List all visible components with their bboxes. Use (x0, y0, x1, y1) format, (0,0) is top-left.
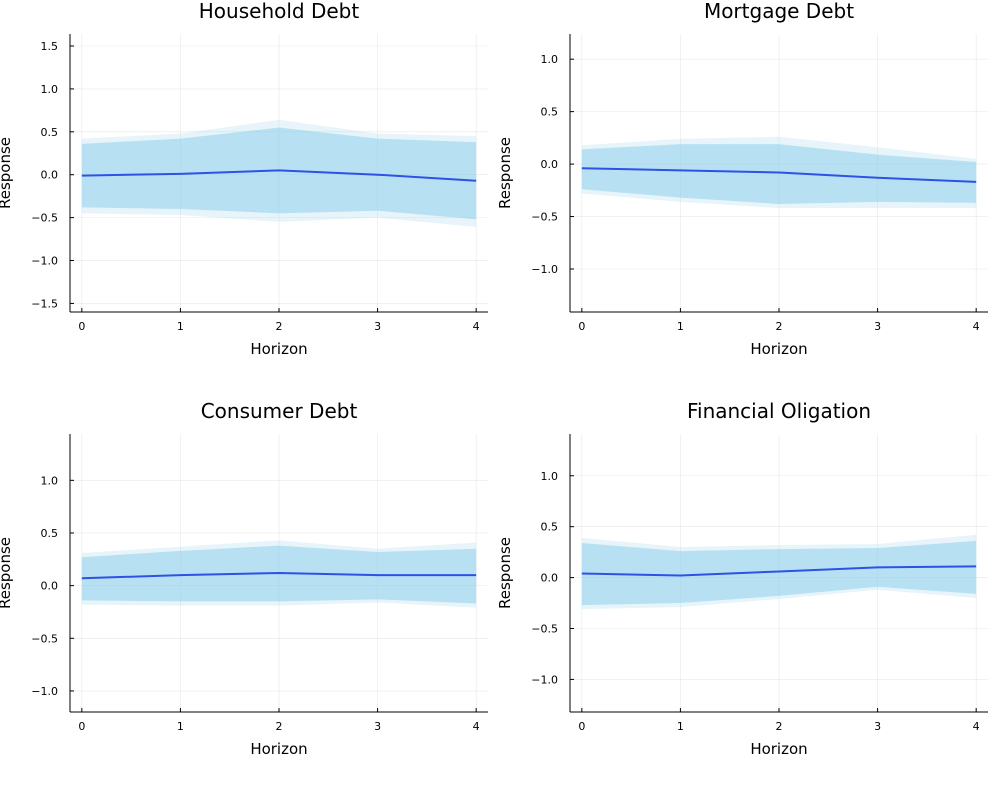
panel-title: Household Debt (199, 0, 360, 23)
x-axis-label: Horizon (750, 740, 807, 758)
y-tick-label: 0.5 (541, 106, 559, 119)
x-axis-label: Horizon (250, 740, 307, 758)
y-tick-label: −1.5 (31, 297, 58, 310)
x-tick-label: 1 (677, 320, 684, 333)
impulse-response-line (581, 565, 977, 577)
panel-0: 0 1 2 3 4 −1.5 −1.0 −0.5 0.0 0.5 1.0 1.5 Household D… (0, 0, 488, 358)
inner-confidence-band (581, 540, 977, 606)
panel-1: 0 1 2 3 4 −1.0 −0.5 0.0 0.5 1.0 Mortgage Debt Horiz… (496, 0, 988, 358)
x-axis-label: Horizon (250, 340, 307, 358)
panel-title: Financial Oligation (687, 399, 871, 423)
y-tick-label: 0.0 (41, 169, 59, 182)
y-tick-label: 1.5 (41, 40, 59, 53)
y-tick-label: −1.0 (31, 685, 58, 698)
x-tick-label: 1 (177, 320, 184, 333)
y-tick-label: 0.5 (541, 521, 559, 534)
x-tick-label: 4 (973, 720, 980, 733)
inner-confidence-band (581, 144, 977, 204)
y-tick-label: −0.5 (31, 632, 58, 645)
y-tick-label: 1.0 (541, 53, 559, 66)
y-tick-label: 0.5 (41, 126, 59, 139)
x-tick-label: 3 (374, 320, 381, 333)
y-tick-label: 0.0 (541, 572, 559, 585)
inner-confidence-band (81, 545, 477, 604)
y-tick-label: 1.0 (41, 83, 59, 96)
x-tick-label: 1 (677, 720, 684, 733)
x-tick-label: 0 (78, 720, 85, 733)
y-tick-label: −1.0 (31, 255, 58, 268)
y-axis-label: Response (496, 137, 514, 209)
x-tick-label: 1 (177, 720, 184, 733)
x-tick-label: 0 (78, 320, 85, 333)
panel-2: 0 1 2 3 4 −1.0 −0.5 0.0 0.5 1.0 Consumer Debt Horiz… (0, 399, 488, 758)
y-axis-label: Response (496, 537, 514, 609)
impulse-response-line (581, 167, 977, 183)
x-tick-label: 2 (276, 320, 283, 333)
x-tick-label: 3 (374, 720, 381, 733)
y-tick-label: −0.5 (31, 212, 58, 225)
x-tick-label: 2 (776, 720, 783, 733)
y-tick-label: −0.5 (531, 622, 558, 635)
x-tick-label: 2 (276, 720, 283, 733)
y-tick-label: 0.0 (541, 158, 559, 171)
inner-confidence-band (81, 127, 477, 220)
x-tick-label: 0 (578, 320, 585, 333)
impulse-response-line (81, 572, 477, 580)
impulse-response-line (81, 169, 477, 182)
panel-title: Mortgage Debt (704, 0, 854, 23)
y-tick-label: 1.0 (541, 470, 559, 483)
x-tick-label: 4 (473, 720, 480, 733)
panel-3: 0 1 2 3 4 −1.0 −0.5 0.0 0.5 1.0 Financial Oligatio… (496, 399, 988, 758)
y-axis-label: Response (0, 537, 14, 609)
y-tick-label: 0.5 (41, 527, 59, 540)
y-tick-label: 0.0 (41, 580, 59, 593)
y-tick-label: 1.0 (41, 474, 59, 487)
y-tick-label: −1.0 (531, 263, 558, 276)
x-tick-label: 3 (874, 720, 881, 733)
y-tick-label: −0.5 (531, 211, 558, 224)
x-tick-label: 0 (578, 720, 585, 733)
panel-title: Consumer Debt (201, 399, 358, 423)
x-tick-label: 4 (473, 320, 480, 333)
x-tick-label: 2 (776, 320, 783, 333)
x-axis-label: Horizon (750, 340, 807, 358)
x-tick-label: 4 (973, 320, 980, 333)
x-tick-label: 3 (874, 320, 881, 333)
y-tick-label: −1.0 (531, 673, 558, 686)
y-axis-label: Response (0, 137, 14, 209)
